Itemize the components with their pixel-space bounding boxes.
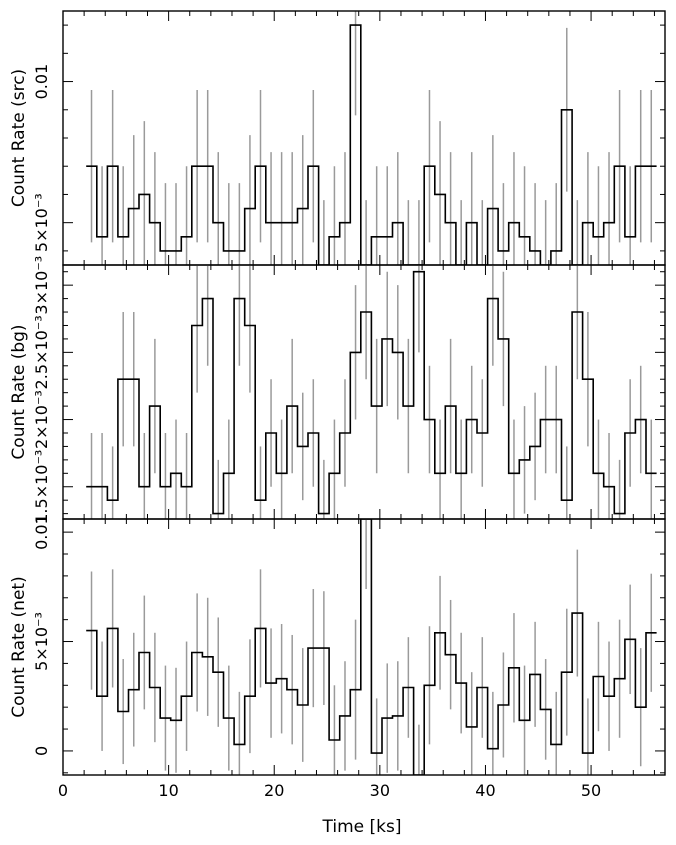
- y-axis-title: Count Rate (net): [9, 576, 29, 717]
- y-tick-label: 0: [32, 746, 51, 756]
- y-tick-label: 2×10⁻³: [32, 390, 51, 449]
- x-tick-label: 40: [475, 781, 495, 800]
- y-tick-label: 0.01: [32, 64, 51, 100]
- y-axis-title: Count Rate (bg): [9, 324, 29, 459]
- y-tick-label: 1.5×10⁻³: [32, 450, 51, 524]
- x-tick-label: 10: [158, 781, 178, 800]
- y-tick-label: 2.5×10⁻³: [32, 315, 51, 389]
- y-tick-label: 5×10⁻³: [32, 193, 51, 252]
- x-tick-label: 20: [264, 781, 284, 800]
- panel-frame: [62, 518, 666, 776]
- x-tick-label: 50: [581, 781, 601, 800]
- y-axis-title: Count Rate (src): [9, 69, 29, 207]
- panel-data-group: [86, 11, 657, 265]
- y-tick-label: 5×10⁻³: [32, 612, 51, 671]
- y-tick-label: 0.01: [32, 514, 51, 550]
- x-tick-label: 0: [58, 781, 68, 800]
- x-axis-title: Time [ks]: [322, 817, 402, 837]
- panel-data-group: [86, 519, 657, 775]
- panel-frame: [62, 264, 666, 520]
- rate-step-line: [86, 519, 657, 775]
- y-tick-label: 3×10⁻³: [32, 256, 51, 315]
- x-tick-label: 30: [370, 781, 390, 800]
- panel-frame: [62, 10, 666, 266]
- rate-step-line: [86, 24, 657, 265]
- panel-3: 0 5×10⁻³ 0.01 Count Rate (net): [9, 514, 666, 776]
- rate-step-line: [86, 270, 657, 515]
- panel-data-group: [86, 265, 657, 519]
